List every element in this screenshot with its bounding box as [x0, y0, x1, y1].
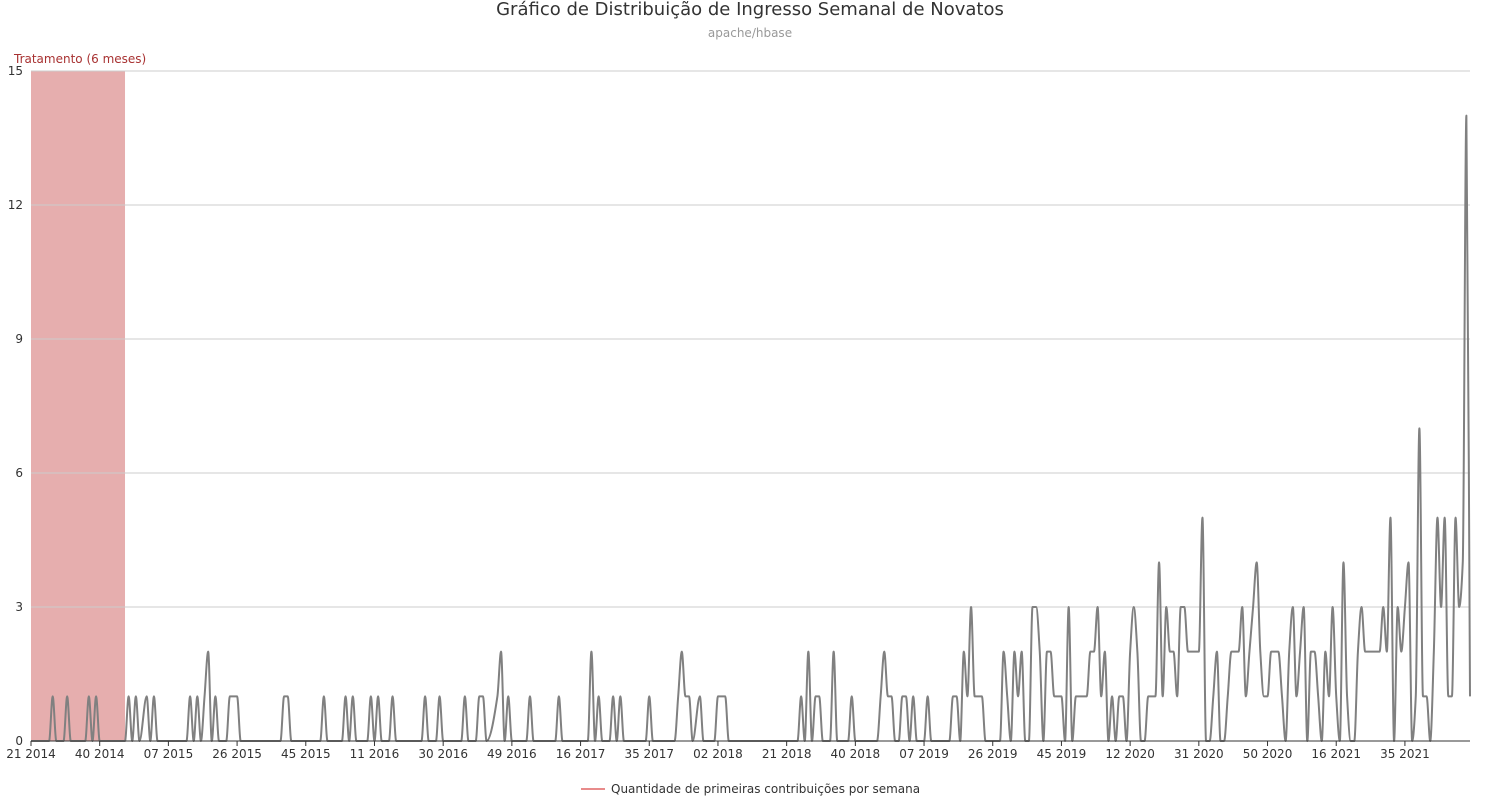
x-tick-label: 35 2021 [1380, 747, 1430, 761]
x-tick-label: 07 2019 [899, 747, 949, 761]
y-tick-label: 0 [15, 734, 23, 748]
band-layer: Tratamento (6 meses) [13, 52, 146, 741]
legend: Quantidade de primeiras contribuições po… [581, 782, 920, 796]
x-tick-label: 45 2015 [281, 747, 331, 761]
series-line-0 [31, 114, 1471, 743]
y-tick-label: 9 [15, 332, 23, 346]
chart-title: Gráfico de Distribuição de Ingresso Sema… [496, 0, 1004, 20]
x-tick-label: 11 2016 [350, 747, 400, 761]
x-tick-label: 49 2016 [487, 747, 537, 761]
y-tick-label: 6 [15, 466, 23, 480]
x-tick-label: 07 2015 [144, 747, 194, 761]
treatment-band [31, 71, 126, 741]
series-layer [31, 114, 1471, 743]
x-tick-label: 35 2017 [624, 747, 674, 761]
x-tick-label: 16 2017 [556, 747, 606, 761]
x-tick-label: 26 2015 [212, 747, 262, 761]
grid-layer [31, 70, 1470, 608]
x-tick-label: 40 2018 [831, 747, 881, 761]
y-tick-label: 12 [8, 198, 23, 212]
x-tick-label: 21 2014 [6, 747, 56, 761]
x-tick-label: 26 2019 [968, 747, 1018, 761]
y-tick-label: 15 [8, 64, 23, 78]
legend-label: Quantidade de primeiras contribuições po… [611, 782, 920, 796]
x-tick-label: 40 2014 [75, 747, 125, 761]
y-tick-label: 3 [15, 600, 23, 614]
x-tick-label: 45 2019 [1037, 747, 1087, 761]
x-tick-label: 31 2020 [1174, 747, 1224, 761]
x-tick-label: 12 2020 [1105, 747, 1155, 761]
x-tick-label: 30 2016 [418, 747, 468, 761]
chart-subtitle: apache/hbase [708, 26, 792, 40]
x-tick-label: 50 2020 [1243, 747, 1293, 761]
x-tick-label: 16 2021 [1311, 747, 1361, 761]
x-tick-label: 02 2018 [693, 747, 743, 761]
treatment-band-label: Tratamento (6 meses) [13, 52, 146, 66]
axis-layer: 0 3 6 9 12 15 21 2014 40 2014 07 2015 26 2015 45 2… [6, 64, 1470, 761]
x-tick-label: 21 2018 [762, 747, 812, 761]
